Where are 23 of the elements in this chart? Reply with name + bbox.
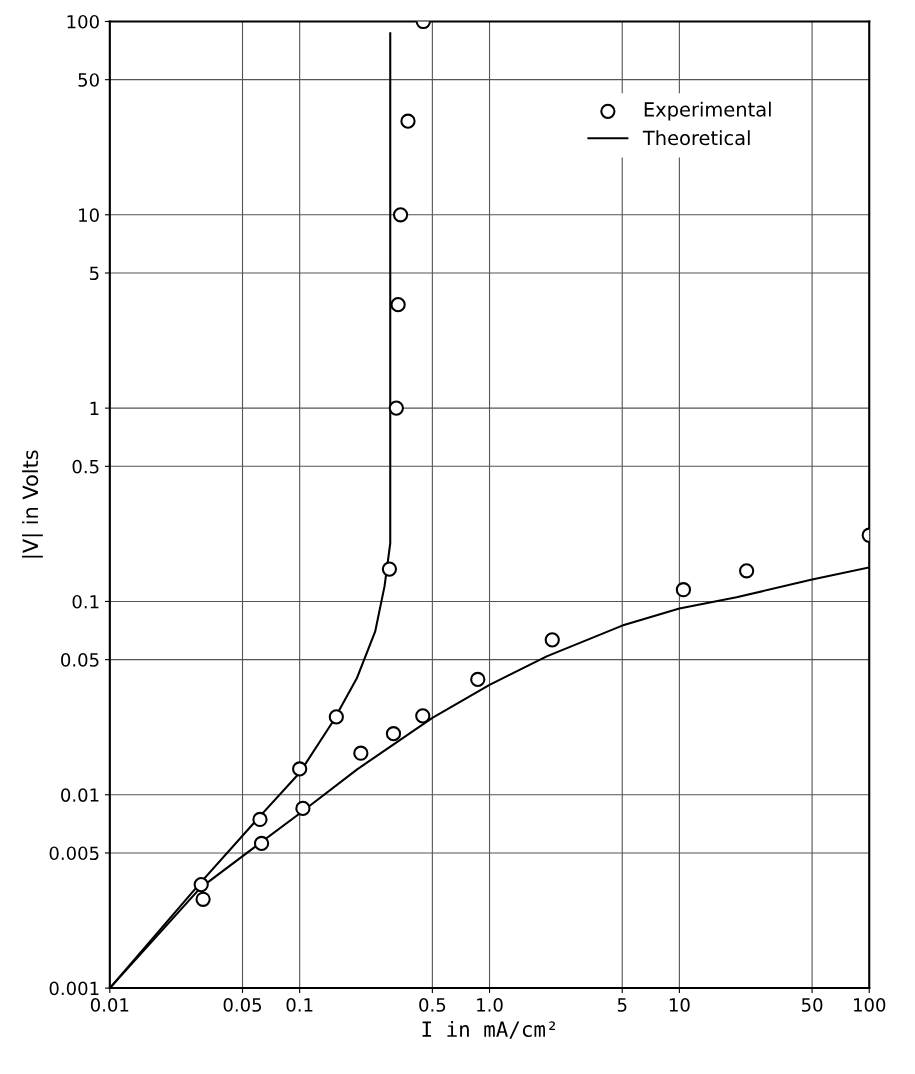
legend-label: Theoretical [642,130,750,146]
y-tick-label: 0.001 [49,981,99,996]
y-tick-label: 0.1 [72,594,99,609]
y-tick-label: 50 [78,73,99,87]
x-tick-label: 100 [854,998,886,1012]
y-tick-label: 0.5 [72,459,99,474]
y-tick-label: 100 [67,14,99,29]
x-tick-label: 5 [617,998,627,1012]
legend-label: Experimental [644,101,771,121]
x-tick-label: 0.05 [223,998,262,1012]
y-tick-label: 0.01 [61,788,99,802]
y-tick-label: 0.005 [49,846,99,861]
x-tick-label: 1.0 [477,998,503,1012]
x-tick-label: 50 [802,998,823,1012]
y-tick-label: 10 [79,208,99,222]
y-tick-label: 1 [90,401,99,415]
x-tick-label: 0.5 [419,998,446,1012]
y-tick-label: 0.05 [61,653,99,667]
x-axis-title: I in mA/cm² [422,1020,556,1039]
y-axis-title: |V| in Volts [22,450,43,558]
x-tick-label: 10 [669,998,690,1012]
x-tick-label: 0.1 [286,998,313,1012]
y-tick-label: 5 [89,266,99,281]
